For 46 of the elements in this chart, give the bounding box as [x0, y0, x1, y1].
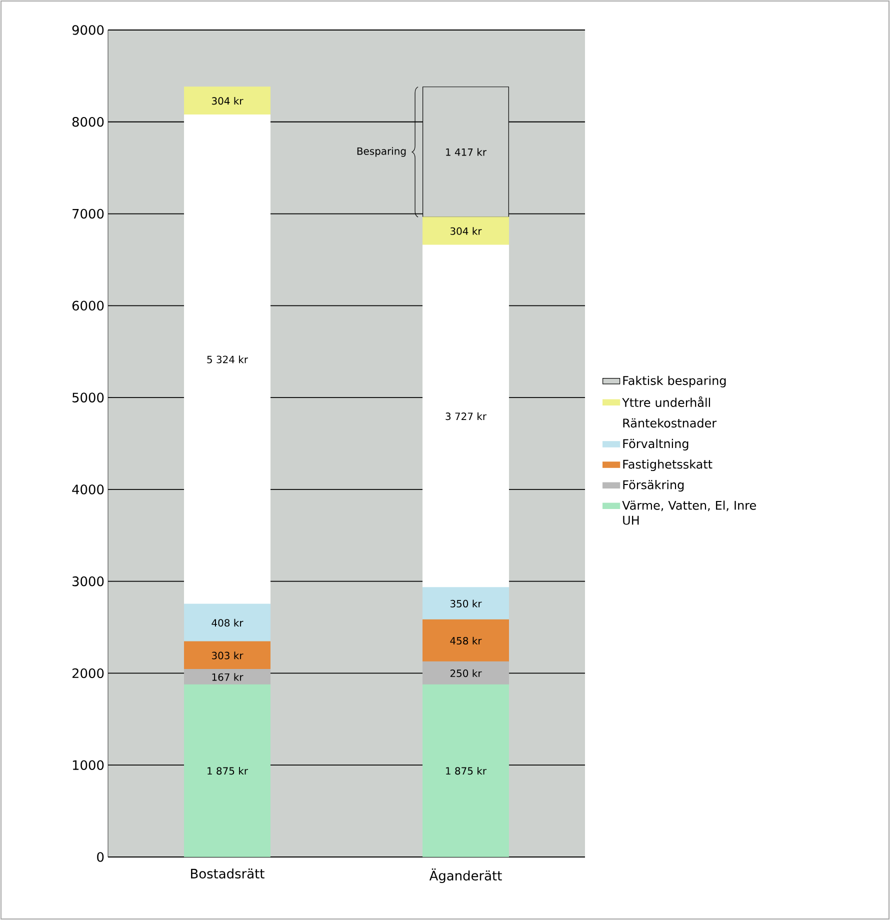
- bar: [184, 641, 270, 670]
- y-tick-label: 1000: [72, 760, 104, 770]
- legend-label: Värme, Vatten, El, Inre UH: [622, 500, 756, 525]
- y-tick-label: 2000: [72, 668, 104, 678]
- bar: [184, 604, 270, 642]
- data-label: 304 kr: [450, 227, 482, 235]
- data-label: 5 324 kr: [207, 356, 248, 364]
- data-label: 250 kr: [450, 669, 482, 678]
- text: Räntekostnader: [623, 418, 717, 428]
- y-tick-label: 3000: [72, 576, 104, 586]
- y-tick-label: 6000: [72, 300, 104, 311]
- data-label: 303 kr: [212, 652, 244, 660]
- data-label: 167 kr: [212, 673, 244, 681]
- y-tick-label: 4000: [72, 484, 104, 494]
- x-tick-label: Äganderätt: [429, 868, 502, 884]
- bar: [422, 86, 509, 218]
- x-tick-label: Bostadsrätt: [191, 868, 264, 879]
- legend-label: Faktisk besparing: [623, 376, 726, 388]
- y-tick-label: 9000: [72, 25, 104, 35]
- y-tick-label: 7000: [72, 208, 104, 219]
- bar: [184, 114, 270, 604]
- bar: [422, 684, 509, 857]
- data-label: 408 kr: [212, 618, 244, 627]
- y-tick-label: 0: [97, 852, 104, 862]
- bar: [422, 587, 509, 620]
- legend-label: Förvaltning: [623, 438, 688, 450]
- legend-label: Fastighetsskatt: [623, 459, 712, 472]
- bar: [184, 669, 270, 685]
- data-label: 350 kr: [450, 600, 482, 608]
- y-tick-label: 8000: [72, 116, 104, 127]
- annotation: Besparing: [357, 147, 406, 157]
- data-label: 3 727 kr: [446, 412, 487, 420]
- bar: [422, 661, 509, 685]
- data-label: 1 417 kr: [446, 148, 487, 156]
- data-label: 1 875 kr: [208, 766, 248, 775]
- bar: [422, 244, 509, 588]
- bar: [184, 684, 270, 857]
- data-label: 304 kr: [212, 96, 244, 105]
- bar: [422, 619, 509, 662]
- y-tick-label: 5000: [72, 392, 104, 402]
- legend-label: Yttre underhåll: [622, 396, 710, 408]
- data-label: 1 875 kr: [446, 766, 487, 775]
- legend-label: Försäkring: [623, 480, 684, 492]
- bar: [184, 86, 270, 116]
- bar: [422, 216, 509, 246]
- data-label: 458 kr: [450, 636, 482, 645]
